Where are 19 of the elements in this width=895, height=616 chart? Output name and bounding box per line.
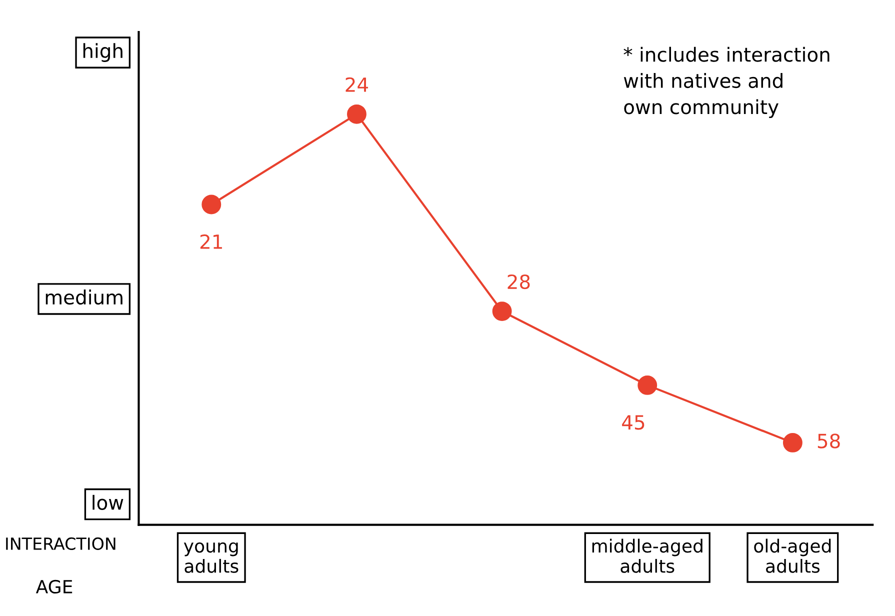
x-tick-label: middle-aged adults (592, 538, 702, 573)
annotation: 21 (200, 234, 222, 249)
text: low (92, 494, 124, 510)
annotation: * includes interaction with natives and own community (624, 46, 830, 118)
text: high (83, 43, 122, 62)
point (638, 375, 658, 395)
point (202, 194, 222, 214)
point (782, 432, 802, 452)
text: 24 (346, 77, 368, 92)
text: medium (46, 290, 122, 305)
annotation: 28 (508, 274, 530, 290)
point (492, 302, 512, 322)
annotation: 45 (622, 415, 644, 430)
x-tick-label: old-aged adults (754, 538, 831, 573)
y-axis-title: INTERACTION (6, 537, 116, 550)
annotation: 58 (818, 434, 840, 448)
x-tick-label: young adults (184, 542, 238, 573)
point (346, 104, 366, 124)
x-axis-title: AGE (36, 580, 72, 594)
